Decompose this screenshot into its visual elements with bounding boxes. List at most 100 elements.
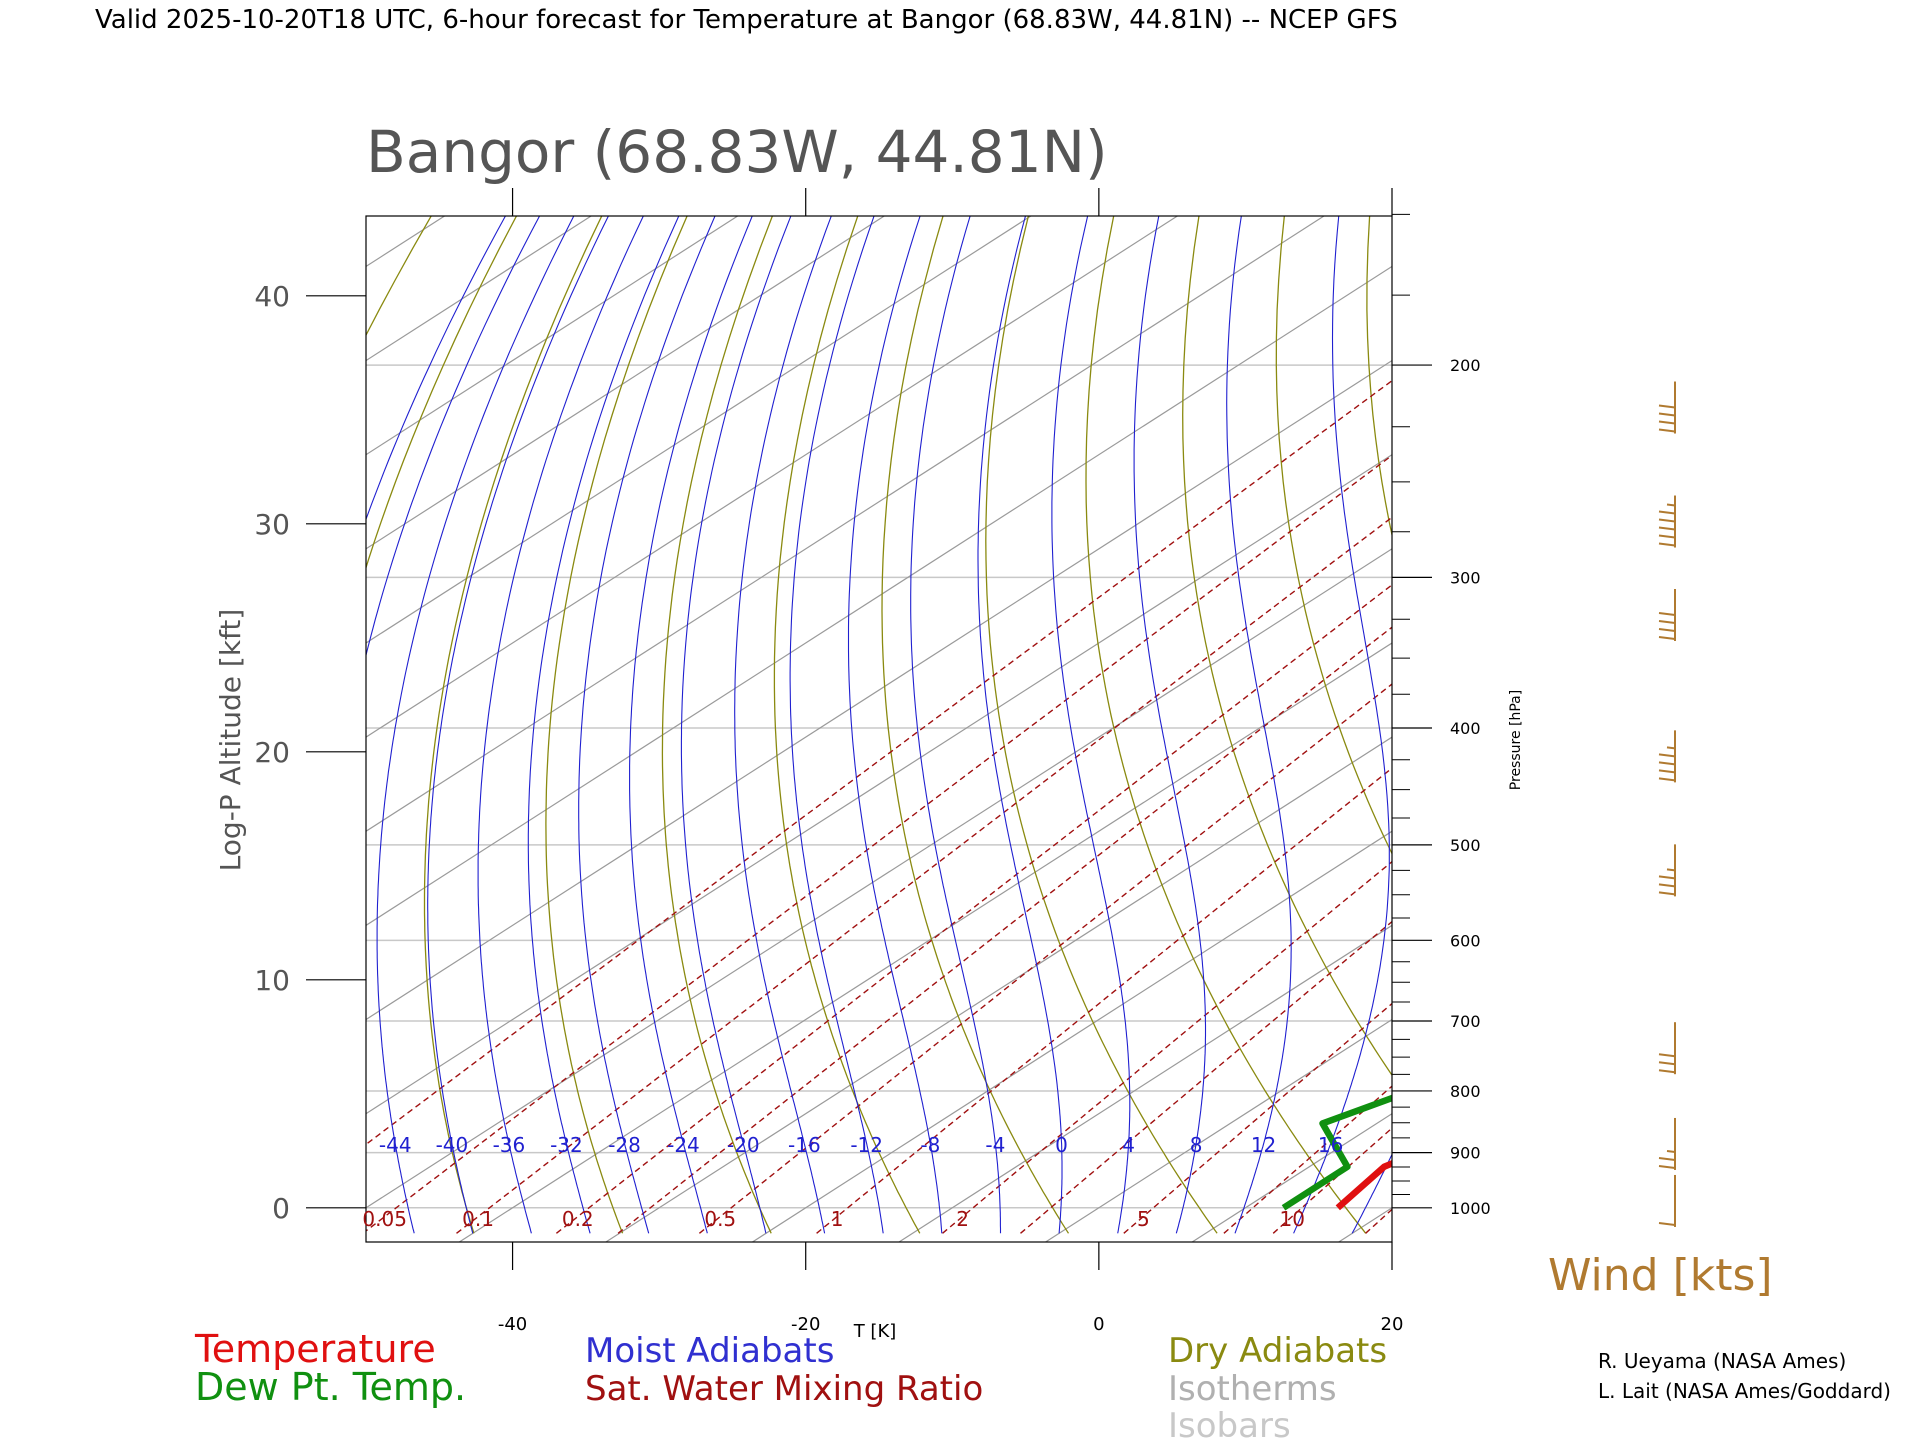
mixing-ratio-line (816, 767, 1392, 1234)
moist-adiabat-label: -32 (550, 1133, 583, 1157)
wind-barb-feather (1658, 1221, 1676, 1226)
moist-adiabat-label: 12 (1251, 1133, 1276, 1157)
isotherm-line (0, 216, 298, 1242)
isotherm-line (1632, 216, 1920, 1242)
wind-barb-feather (1658, 1061, 1676, 1066)
pressure-tick-label: 400 (1450, 719, 1481, 738)
moist-adiabat-label: -20 (727, 1133, 760, 1157)
moist-adiabat-line (1528, 197, 1920, 1234)
moist-adiabat-line (427, 216, 610, 1234)
moist-adiabat-line (1293, 216, 1390, 1234)
moist-adiabat-label: -36 (493, 1133, 526, 1157)
mixing-ratio-line (1272, 1127, 1392, 1234)
isotherm-line (366, 265, 1392, 927)
moist-adiabat-line (366, 216, 507, 521)
moist-adiabat-label: -16 (788, 1133, 821, 1157)
moist-adiabat-line (578, 216, 716, 1234)
mixing-ratio-line (698, 683, 1392, 1234)
dry-adiabat-line (1791, 178, 1920, 1233)
dry-adiabat-line (1085, 216, 1367, 1234)
pressure-tick-label: 200 (1450, 356, 1481, 375)
isotherm-line (1485, 216, 1920, 1242)
moist-adiabat-line (734, 216, 832, 1234)
wind-barb (1658, 1022, 1676, 1075)
mixing-ratio-label: 0.05 (362, 1207, 407, 1231)
figure-title: Valid 2025-10-20T18 UTC, 6-hour forecast… (95, 5, 1398, 35)
dry-adiabat-line (661, 216, 774, 1234)
isotherm-line (366, 216, 1178, 738)
mixing-ratio-line (1223, 1085, 1392, 1234)
dry-adiabat-line (366, 216, 432, 337)
dry-adiabat-line (1366, 216, 1392, 538)
mixing-ratio-line (366, 379, 1392, 1146)
x-tick-label: -20 (791, 1314, 820, 1335)
dry-adiabat-line (545, 216, 688, 1234)
mixing-ratio-line (617, 626, 1392, 1234)
wind-barb-feather (1658, 510, 1676, 515)
wind-barb-feather (1658, 1164, 1676, 1169)
mixing-ratio-line (942, 860, 1392, 1234)
isotherm-line (1338, 1207, 1392, 1242)
wind-barb-feather (1658, 404, 1676, 409)
mixing-ratio-label: 0.2 (562, 1207, 594, 1231)
mixing-ratio-line (456, 516, 1392, 1234)
isotherm-line (458, 642, 1392, 1242)
dewpoint-sounding-line (1281, 1094, 1392, 1211)
plot-frame (365, 215, 1393, 1243)
isotherm-line (366, 216, 885, 550)
pressure-tick-label: 600 (1450, 931, 1481, 950)
moist-adiabat-label: -28 (608, 1133, 641, 1157)
wind-label: Wind [kts] (1548, 1250, 1773, 1301)
mixing-ratio-line (1365, 1208, 1392, 1234)
isotherm-line (605, 736, 1392, 1242)
legend-isotherms: Isotherms (1168, 1369, 1337, 1409)
dry-adiabat-line (1874, 178, 1920, 1233)
moist-adiabat-line (977, 216, 1063, 1234)
dry-adiabat-line (1540, 178, 1920, 1233)
wind-barb (1658, 589, 1676, 641)
wind-barb (1658, 730, 1676, 783)
mixing-ratio-label: 10 (1280, 1207, 1305, 1231)
isotherm-line (1045, 1018, 1392, 1242)
wind-barb-feather (1658, 628, 1676, 632)
wind-barb-feather (1658, 420, 1676, 425)
dry-adiabat-line (26, 178, 370, 1233)
isotherm-line (0, 216, 151, 1242)
moist-adiabat-label: 16 (1318, 1133, 1343, 1157)
mixing-ratio-label: 1 (831, 1207, 844, 1231)
legend-temperature: Temperature (194, 1327, 436, 1371)
mixing-ratio-label: 2 (956, 1207, 969, 1231)
dry-adiabat-line (1275, 216, 1392, 856)
wind-barb-feather (1658, 769, 1676, 774)
wind-barb-feather (1658, 761, 1676, 766)
isotherm-line (366, 453, 1392, 1115)
moist-adiabat-label: -12 (850, 1133, 883, 1157)
credit-line-2: L. Lait (NASA Ames/Goddard) (1598, 1379, 1891, 1403)
dry-adiabat-line (985, 216, 1218, 1234)
moist-adiabat-line (366, 216, 541, 658)
dry-adiabat-line (1707, 178, 1920, 1233)
wind-barb-feather (1658, 1069, 1676, 1074)
plot-lines (0, 178, 1920, 1242)
wind-barb (1658, 1174, 1676, 1227)
dry-adiabat-line (1624, 178, 1920, 1233)
wind-barb-half-feather (1666, 868, 1676, 872)
isotherm-line (366, 216, 739, 456)
wind-barb-half-feather (1666, 503, 1676, 507)
moist-adiabat-label: 4 (1122, 1133, 1135, 1157)
moist-adiabat-line (1051, 216, 1131, 1234)
x-tick-label: 0 (1093, 1314, 1104, 1335)
isotherm-line (366, 216, 1325, 832)
wind-barb-feather (1658, 1053, 1676, 1058)
isotherm-line (366, 216, 1032, 644)
wind-barb-feather (1658, 891, 1676, 896)
moist-adiabat-label: -4 (985, 1133, 1005, 1157)
moist-adiabat-line (527, 216, 680, 1234)
y-tick-label: 40 (254, 280, 290, 313)
credit-line-1: R. Ueyama (NASA Ames) (1598, 1349, 1846, 1373)
moist-adiabat-line (1226, 216, 1292, 1234)
wind-barb-feather (1658, 542, 1676, 547)
dry-adiabat-line (881, 216, 1070, 1234)
y-tick-label: 20 (254, 736, 290, 769)
